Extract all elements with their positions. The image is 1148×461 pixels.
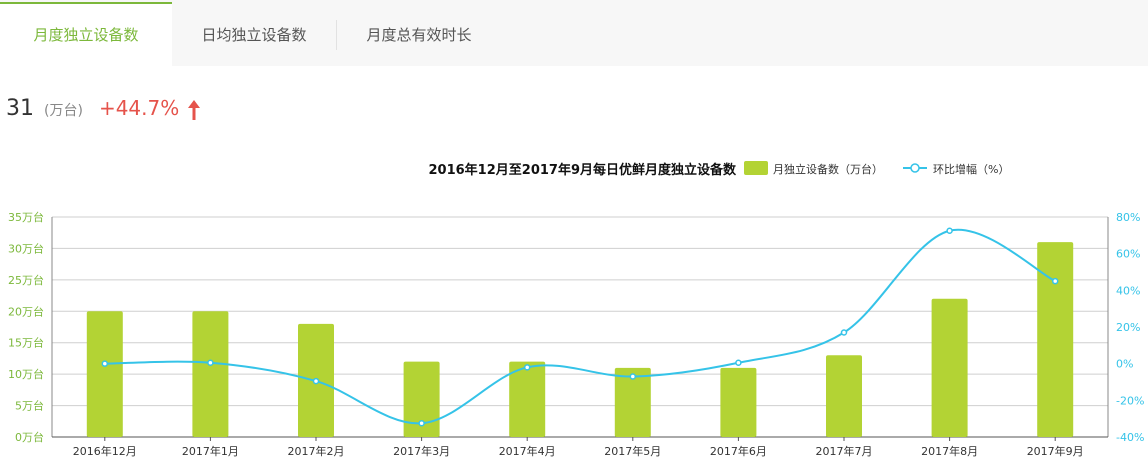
tab-monthly-duration[interactable]: 月度总有效时长 xyxy=(366,26,472,44)
bar xyxy=(192,311,229,437)
x-axis-tick-label: 2017年9月 xyxy=(1027,444,1084,458)
x-axis-tick-label: 2017年7月 xyxy=(816,444,873,458)
right-axis-tick-label: 60% xyxy=(1116,248,1140,261)
up-arrow-icon xyxy=(187,99,201,125)
left-axis-tick-label: 35万台 xyxy=(8,210,44,224)
tab-bar: 月度独立设备数 日均独立设备数 月度总有效时长 xyxy=(0,0,1148,68)
left-axis-tick-label: 25万台 xyxy=(8,273,44,287)
bar xyxy=(509,361,546,437)
left-axis-tick-label: 10万台 xyxy=(8,367,44,381)
right-axis-tick-label: 20% xyxy=(1116,321,1140,334)
legend-line-label: 环比增幅（%） xyxy=(933,162,1009,176)
bar xyxy=(931,298,968,437)
line-point xyxy=(101,360,109,367)
tab-monthly-devices[interactable]: 月度独立设备数 xyxy=(0,2,172,68)
x-axis-tick-label: 2017年4月 xyxy=(499,444,556,458)
line-point xyxy=(629,373,637,380)
left-axis-tick-label: 0万台 xyxy=(15,430,44,444)
line-point xyxy=(312,377,320,385)
x-axis-tick-label: 2016年12月 xyxy=(73,444,137,458)
line-point xyxy=(840,329,848,336)
left-axis-tick-label: 15万台 xyxy=(8,336,44,350)
tab-daily-devices[interactable]: 日均独立设备数 xyxy=(201,26,307,44)
right-axis-tick-label: -40% xyxy=(1116,431,1144,444)
bar xyxy=(614,367,651,437)
x-axis-tick-label: 2017年6月 xyxy=(710,444,767,458)
kpi-unit: (万台) xyxy=(44,103,83,119)
right-axis-tick-label: 0% xyxy=(1116,358,1133,371)
right-axis-tick-label: 80% xyxy=(1116,211,1140,224)
left-axis-tick-label: 20万台 xyxy=(8,304,44,318)
kpi-change: +44.7% xyxy=(98,96,180,120)
series-line xyxy=(104,228,1056,425)
tab-divider xyxy=(336,20,337,50)
x-axis-tick-label: 2017年1月 xyxy=(182,444,239,458)
legend-bar-label: 月独立设备数（万台） xyxy=(773,162,883,176)
left-axis-tick-label: 30万台 xyxy=(8,241,44,255)
chart: 0万台 5万台 10万台 15万台 20万台 25万台 30万台 35万台 -40% -20% 0%… xyxy=(8,161,1144,458)
line-point xyxy=(735,359,742,366)
left-axis-tick-label: 5万台 xyxy=(15,399,44,413)
x-axis-tick-label: 2017年5月 xyxy=(604,444,661,458)
legend-line-marker xyxy=(910,163,920,173)
kpi-summary: 31 (万台) +44.7% xyxy=(6,96,201,128)
line-point xyxy=(418,420,425,427)
bar xyxy=(86,311,123,437)
line-point xyxy=(946,227,953,234)
line-point xyxy=(523,364,531,371)
chart-title: 2016年12月至2017年9月每日优鲜月度独立设备数 xyxy=(429,162,737,178)
x-axis-tick-label: 2017年2月 xyxy=(288,444,345,458)
right-axis-tick-label: 40% xyxy=(1116,284,1140,297)
line-point xyxy=(1051,277,1059,285)
x-axis-tick-label: 2017年3月 xyxy=(393,444,450,458)
legend-bar-swatch xyxy=(744,161,768,175)
x-axis-tick-label: 2017年8月 xyxy=(921,444,978,458)
bar xyxy=(403,361,440,437)
bar xyxy=(826,355,862,437)
bar xyxy=(1037,242,1074,437)
kpi-value: 31 xyxy=(6,96,34,121)
line-point xyxy=(207,359,214,366)
bar xyxy=(720,367,757,437)
right-axis-tick-label: -20% xyxy=(1116,394,1144,407)
